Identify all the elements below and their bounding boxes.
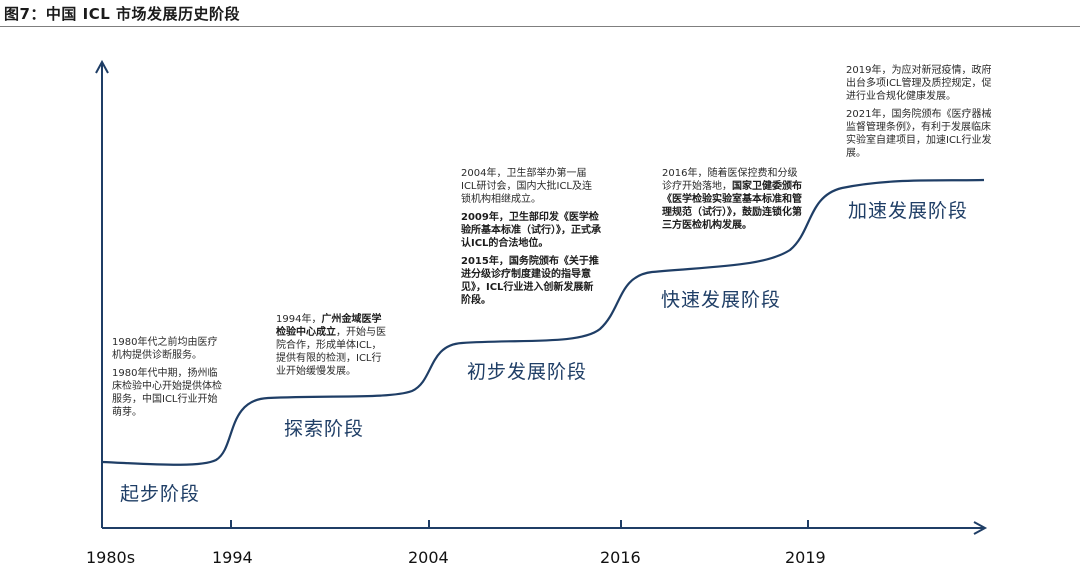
note-2004-para-2-text: 2009年，卫生部印发《医学检验所基本标准（试行）》，正式承认ICL的合法地位。 (461, 212, 601, 249)
y-axis-arrow (95, 59, 109, 74)
stage-label-start: 起步阶段 (120, 483, 201, 505)
year-label-1994: 1994 (212, 548, 253, 567)
note-1980s: 1980年代之前均由医疗机构提供诊断服务。 1980年代中期，扬州临床检验中心开… (112, 336, 224, 424)
title-divider (0, 26, 1080, 27)
note-1994-para: 1994年，广州金域医学检验中心成立，开始与医院合作，形成单体ICL，提供有限的… (276, 313, 388, 378)
stage-label-explore: 探索阶段 (284, 418, 365, 440)
note-1994-text-bold: 广州金域医学检验中心成立 (276, 314, 382, 338)
year-label-2004: 2004 (408, 548, 449, 567)
figure-title: 图7：中国 ICL 市场发展历史阶段 (4, 5, 241, 23)
note-2016-para: 2016年，随着医保控费和分级诊疗开始落地，国家卫健委颁布《医学检验实验室基本标… (662, 167, 802, 232)
year-label-1980s: 1980s (86, 548, 136, 567)
note-2004-para-3: 2015年，国务院颁布《关于推进分级诊疗制度建设的指导意见》，ICL行业进入创新… (461, 255, 601, 307)
note-2016: 2016年，随着医保控费和分级诊疗开始落地，国家卫健委颁布《医学检验实验室基本标… (662, 167, 802, 237)
stage-label-accelerated: 加速发展阶段 (848, 200, 969, 222)
note-2004-para-3-text: 2015年，国务院颁布《关于推进分级诊疗制度建设的指导意见》，ICL行业进入创新… (461, 256, 599, 306)
note-1994-text-a: 1994年， (276, 314, 322, 325)
x-axis-arrow (973, 521, 988, 535)
note-2004-para-2: 2009年，卫生部印发《医学检验所基本标准（试行）》，正式承认ICL的合法地位。 (461, 211, 601, 250)
note-2016-text-a: 2016年，随着医保控费和分级诊疗开始落地， (662, 168, 798, 192)
note-2019: 2019年，为应对新冠疫情，政府出台多项ICL管理及质控规定，促进行业合规化健康… (846, 64, 992, 165)
note-2016-text-bold: 国家卫健委颁布《医学检验实验室基本标准和管理规范（试行）》，鼓励连锁化第三方医检… (662, 181, 802, 231)
note-1980s-para-1: 1980年代之前均由医疗机构提供诊断服务。 (112, 337, 218, 361)
note-2019-para-1: 2019年，为应对新冠疫情，政府出台多项ICL管理及质控规定，促进行业合规化健康… (846, 65, 992, 102)
stage-label-rapid: 快速发展阶段 (661, 289, 782, 311)
note-1994: 1994年，广州金域医学检验中心成立，开始与医院合作，形成单体ICL，提供有限的… (276, 313, 388, 383)
growth-curve (101, 178, 985, 466)
note-2019-para-2: 2021年，国务院颁布《医疗器械监督管理条例》，有利于发展临床实验室自建项目，加… (846, 109, 992, 159)
note-2004: 2004年，卫生部举办第一届ICL研讨会，国内大批ICL及连锁机构相继成立。 2… (461, 167, 601, 312)
stage-label-initial: 初步发展阶段 (467, 361, 588, 383)
note-1994-text-c: ，开始与医院合作，形成单体ICL，提供有限的检测，ICL行业开始缓慢发展。 (276, 327, 386, 377)
note-2004-para-1: 2004年，卫生部举办第一届ICL研讨会，国内大批ICL及连锁机构相继成立。 (461, 168, 593, 205)
year-label-2019: 2019 (785, 548, 826, 567)
year-label-2016: 2016 (600, 548, 641, 567)
note-1980s-para-2: 1980年代中期，扬州临床检验中心开始提供体检服务，中国ICL行业开始萌芽。 (112, 368, 222, 418)
